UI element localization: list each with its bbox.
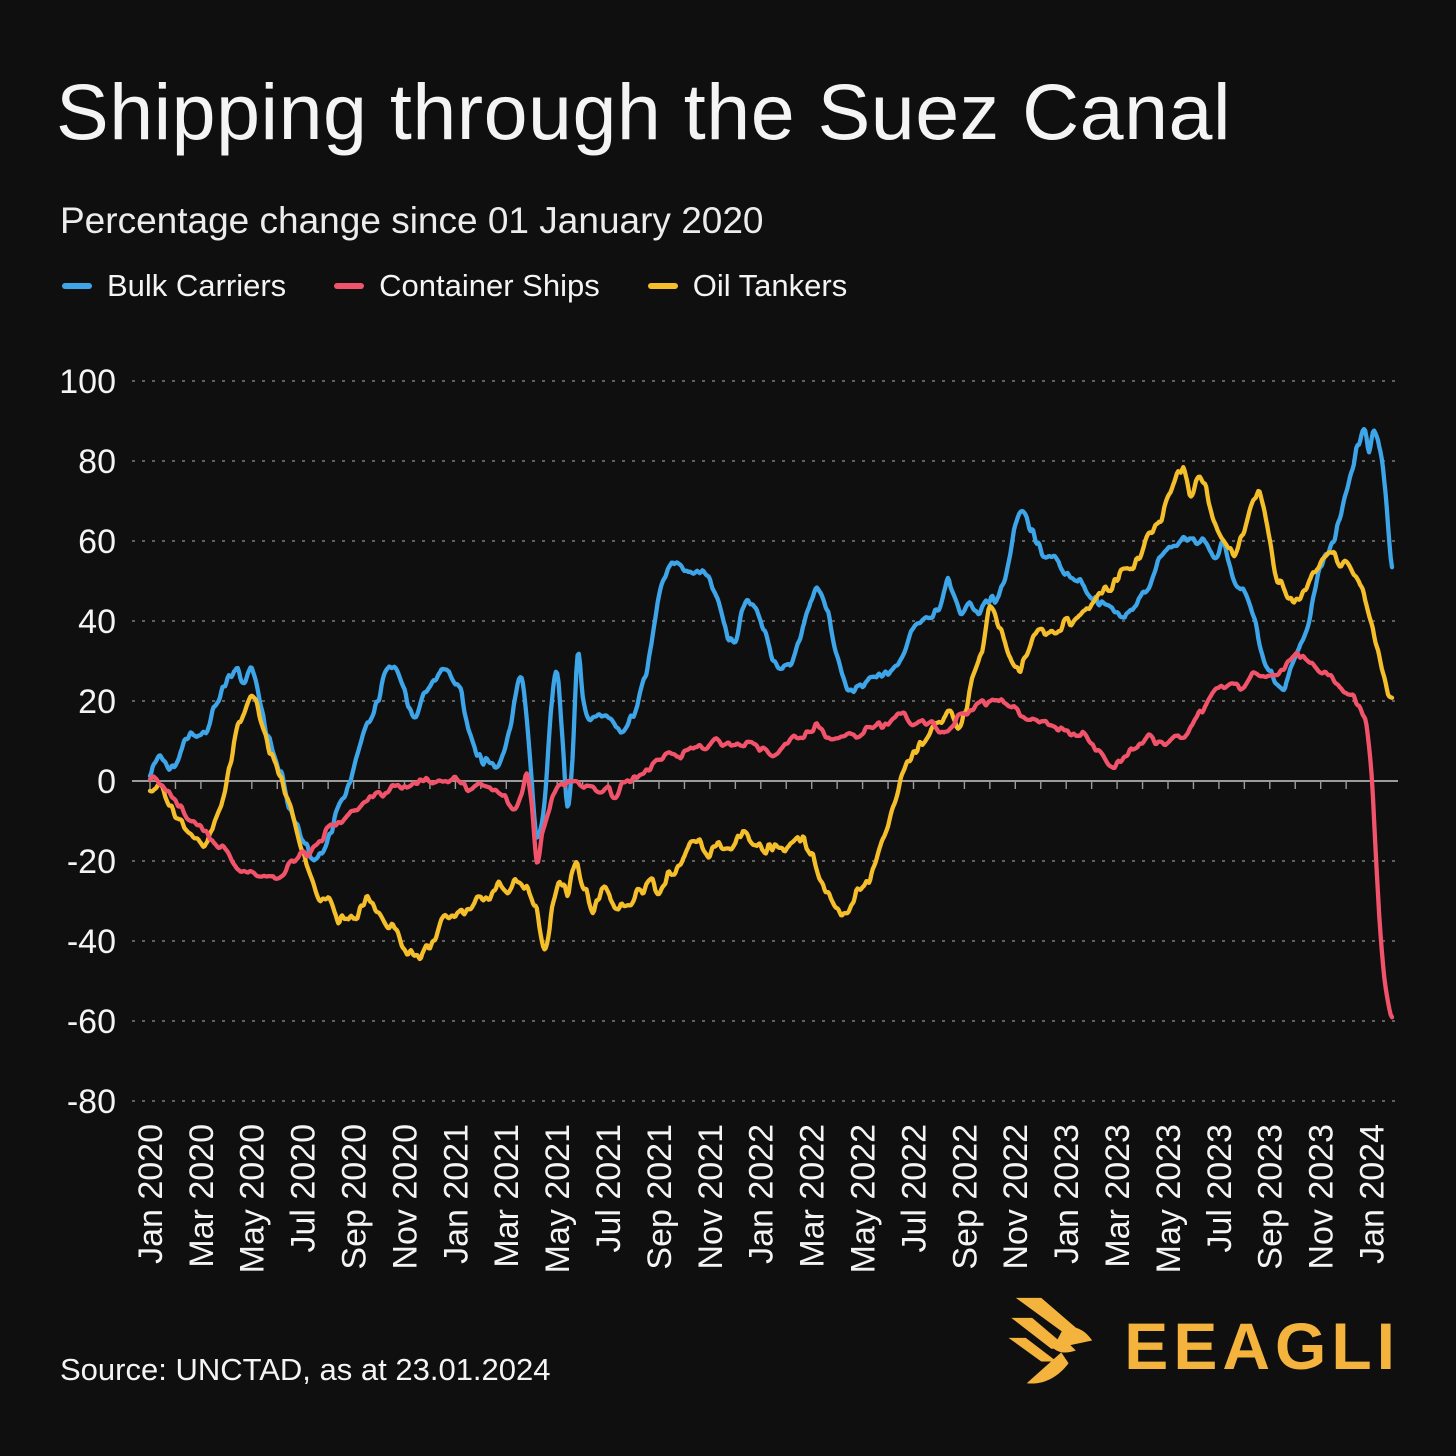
svg-text:Sep 2023: Sep 2023 bbox=[1252, 1124, 1290, 1270]
svg-text:Sep 2022: Sep 2022 bbox=[946, 1124, 984, 1270]
svg-text:Jan 2021: Jan 2021 bbox=[437, 1124, 475, 1264]
svg-text:Jul 2022: Jul 2022 bbox=[895, 1124, 933, 1253]
svg-text:Jul 2023: Jul 2023 bbox=[1201, 1124, 1239, 1253]
svg-text:Jan 2020: Jan 2020 bbox=[132, 1124, 170, 1264]
svg-text:Nov 2021: Nov 2021 bbox=[692, 1124, 730, 1270]
svg-text:100: 100 bbox=[59, 363, 116, 401]
svg-text:80: 80 bbox=[78, 443, 116, 481]
svg-text:-80: -80 bbox=[67, 1083, 116, 1121]
eagle-icon bbox=[1008, 1297, 1093, 1384]
chart-subtitle: Percentage change since 01 January 2020 bbox=[60, 200, 764, 241]
legend-item-container-ships: Container Ships bbox=[334, 268, 600, 304]
svg-text:-40: -40 bbox=[67, 923, 116, 961]
legend: Bulk Carriers Container Ships Oil Tanker… bbox=[62, 268, 847, 304]
svg-text:Jul 2021: Jul 2021 bbox=[590, 1124, 628, 1253]
legend-label: Container Ships bbox=[379, 268, 600, 303]
svg-text:0: 0 bbox=[97, 763, 116, 801]
brand-name: EEAGLI bbox=[1124, 1309, 1400, 1383]
page-title: Shipping through the Suez Canal bbox=[56, 67, 1232, 156]
svg-text:Sep 2020: Sep 2020 bbox=[336, 1124, 374, 1270]
oil-tankers-swatch-icon bbox=[647, 283, 678, 289]
svg-text:60: 60 bbox=[78, 523, 116, 561]
svg-text:Jan 2023: Jan 2023 bbox=[1048, 1124, 1086, 1264]
legend-item-bulk-carriers: Bulk Carriers bbox=[62, 268, 286, 304]
svg-text:May 2021: May 2021 bbox=[539, 1124, 577, 1273]
svg-text:20: 20 bbox=[78, 683, 116, 721]
container-ships-swatch-icon bbox=[334, 283, 365, 289]
brand-logo: EEAGLI bbox=[1006, 1296, 1400, 1396]
svg-text:Mar 2020: Mar 2020 bbox=[183, 1124, 221, 1268]
svg-text:Mar 2022: Mar 2022 bbox=[794, 1124, 832, 1268]
svg-text:May 2023: May 2023 bbox=[1150, 1124, 1188, 1273]
svg-text:-20: -20 bbox=[67, 843, 116, 881]
svg-text:-60: -60 bbox=[67, 1003, 116, 1041]
svg-text:Nov 2022: Nov 2022 bbox=[997, 1124, 1035, 1270]
svg-text:Mar 2021: Mar 2021 bbox=[488, 1124, 526, 1268]
legend-label: Bulk Carriers bbox=[107, 268, 287, 303]
svg-text:Jan 2022: Jan 2022 bbox=[743, 1124, 781, 1264]
svg-text:Nov 2023: Nov 2023 bbox=[1303, 1124, 1341, 1270]
svg-text:May 2022: May 2022 bbox=[845, 1124, 883, 1273]
legend-item-oil-tankers: Oil Tankers bbox=[647, 268, 848, 304]
svg-text:Nov 2020: Nov 2020 bbox=[386, 1124, 424, 1270]
svg-text:Sep 2021: Sep 2021 bbox=[641, 1124, 679, 1270]
svg-text:Jul 2020: Jul 2020 bbox=[285, 1124, 323, 1253]
svg-text:Jan 2024: Jan 2024 bbox=[1354, 1124, 1392, 1264]
svg-text:Mar 2023: Mar 2023 bbox=[1099, 1124, 1137, 1268]
source-note: Source: UNCTAD, as at 23.01.2024 bbox=[60, 1352, 551, 1387]
svg-text:May 2020: May 2020 bbox=[234, 1124, 272, 1273]
bulk-carriers-swatch-icon bbox=[62, 283, 92, 289]
line-chart: 100 80 60 40 20 0 -20 -40 -60 -80 Jan 2020 Mar 2020… bbox=[59, 363, 1398, 1273]
svg-text:40: 40 bbox=[78, 603, 116, 641]
legend-label: Oil Tankers bbox=[692, 268, 848, 303]
